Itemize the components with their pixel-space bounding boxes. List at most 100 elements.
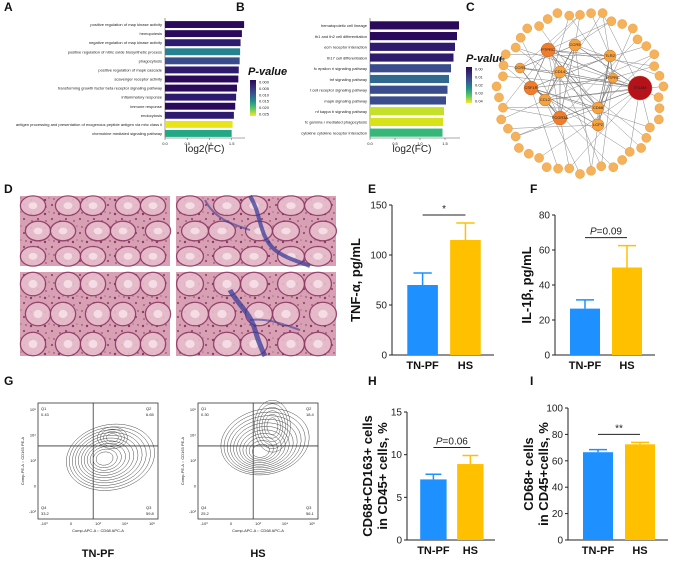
enrichment-bar — [165, 84, 237, 92]
term-label: ecm receptor interaction — [324, 45, 367, 50]
panel-b-xlabel: log2(FC) — [393, 144, 432, 155]
hub-label: CD14 — [555, 69, 566, 74]
tubule-lumen — [58, 309, 68, 319]
tubule-lumen — [33, 227, 43, 235]
hub-node — [538, 93, 552, 107]
contour-line — [261, 410, 284, 442]
tubule-lumen — [217, 227, 227, 235]
bar — [625, 444, 655, 540]
term-label: negative regulation of map kinase activi… — [89, 40, 162, 45]
network-node — [658, 81, 669, 92]
network-edge — [547, 49, 570, 169]
contour-line — [256, 403, 289, 449]
tubule-lumen — [93, 309, 103, 319]
legend-tick-label: 0.000 — [259, 80, 270, 85]
tubule-lumen — [185, 339, 195, 349]
contour-line — [239, 429, 286, 465]
network-node — [514, 143, 524, 153]
network-edge — [507, 124, 599, 129]
y-tick-label: 100 — [370, 251, 387, 262]
network-node — [641, 41, 652, 51]
x-tick-label: 0.0 — [162, 141, 168, 146]
network-edge — [559, 44, 576, 119]
network-edge — [547, 21, 612, 51]
network-node — [541, 162, 552, 172]
network-edge — [547, 49, 599, 109]
hub-node — [552, 110, 568, 126]
panel-d-histology — [19, 194, 338, 358]
tubule-lumen — [123, 339, 133, 349]
network-edge — [538, 87, 641, 159]
contour-line — [245, 436, 278, 462]
network-edge — [559, 45, 647, 73]
network-node — [564, 163, 575, 174]
contour-line — [75, 432, 143, 484]
y-tick-label: 150 — [370, 201, 387, 212]
enrichment-bar — [165, 111, 234, 119]
flow-x-tick: 10³ — [95, 521, 101, 526]
network-edge — [597, 107, 642, 149]
tubule-lumen — [123, 202, 133, 210]
network-node — [534, 153, 544, 163]
network-node — [624, 147, 635, 157]
panel-b-kegg-enrichment: log2(FC) P-value hematopoietic cell line… — [301, 18, 505, 155]
network-node — [496, 114, 506, 125]
panel-label-e: E — [368, 182, 376, 196]
tubule-lumen — [93, 227, 103, 235]
tubule-lumen — [58, 227, 68, 235]
network-node — [654, 114, 664, 125]
tubule-lumen — [153, 227, 163, 235]
bar — [420, 479, 447, 540]
y-tick-label: 40 — [539, 281, 551, 292]
contour-line — [259, 406, 286, 446]
flow-x-tick: -10³ — [40, 521, 48, 526]
network-edge — [590, 13, 611, 57]
network-edge — [597, 77, 614, 126]
tubule-lumen — [222, 202, 232, 210]
enrichment-bar — [370, 96, 446, 105]
enrichment-bar — [165, 75, 239, 83]
quadrant-value: 0.30 — [201, 412, 210, 417]
tubule-lumen — [185, 279, 195, 289]
tubule-lumen — [63, 279, 73, 289]
network-node — [596, 161, 607, 172]
flow-x-axis-label: Comp-APC-A :: CD68 APC-A — [72, 528, 124, 533]
term-label: positive regulation of map kinase activi… — [90, 22, 162, 27]
tubule-lumen — [88, 202, 98, 210]
network-edge — [530, 55, 611, 89]
legend-tick-label: 0.00 — [475, 67, 484, 72]
flow-group-name: HS — [250, 548, 265, 560]
network-node — [503, 123, 513, 134]
y-tick-label: 60 — [539, 246, 551, 257]
enrichment-bar — [165, 39, 241, 47]
enrichment-bar — [165, 21, 245, 28]
tubule-lumen — [63, 202, 73, 210]
tubule-lumen — [28, 252, 38, 260]
network-edge — [502, 107, 561, 119]
contour-line — [100, 428, 125, 447]
panel-g-flow-cytometry: Q10.43Q26.65Q433.2Q359.810⁵10⁴10³0-10³-1… — [20, 399, 319, 560]
network-node — [510, 131, 521, 142]
network-edge — [501, 99, 546, 120]
term-label: nf kappa b signaling pathway — [315, 109, 367, 114]
contour-line — [254, 399, 291, 453]
flow-y-tick: 10⁴ — [190, 433, 196, 438]
quadrant-label: Q4 — [41, 505, 47, 510]
bar — [612, 267, 642, 355]
category-label: HS — [458, 360, 473, 372]
term-label: immune response — [130, 104, 163, 109]
category-label: TN-PF — [417, 545, 450, 557]
tubule-lumen — [313, 252, 323, 260]
network-node — [608, 162, 619, 172]
network-edge — [530, 87, 559, 169]
tubule-lumen — [286, 279, 296, 289]
hub-label: LCP2 — [593, 122, 604, 127]
contour-line — [86, 443, 126, 474]
panel-f-il1b: 0 20 40 60 80 TN-PF HS P=0.09 IL-1β, pg/mL — [519, 211, 655, 372]
network-node — [494, 92, 504, 103]
bar — [457, 464, 484, 540]
y-tick-label: 60 — [552, 456, 564, 467]
tubule-lumen — [118, 227, 128, 235]
network-edge — [538, 25, 599, 109]
collagen-stain-bottom — [227, 288, 268, 358]
